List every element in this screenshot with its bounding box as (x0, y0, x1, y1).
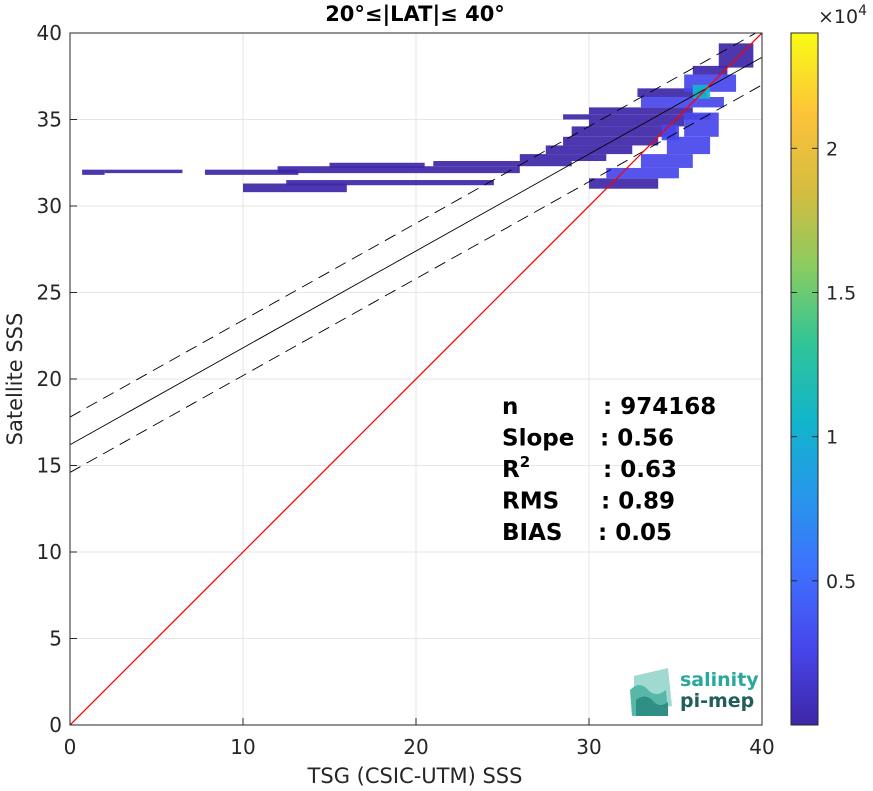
identity-line (70, 33, 762, 725)
density-cell (640, 154, 693, 168)
logo-line2: pi-mep (680, 690, 754, 712)
y-tick-label: 15 (37, 454, 62, 478)
regression-lines (70, 33, 762, 725)
colorbar-tick-label: 0.5 (826, 571, 856, 593)
colorbar-multiplier: ×104 (818, 3, 867, 28)
density-cell (684, 74, 737, 92)
density-cell (545, 145, 633, 155)
stats-box: n : 974168 Slope : 0.56 R2 : 0.63 RMS : 0.89 BIA… (502, 394, 716, 546)
colorbar-tick-label: 2 (826, 138, 838, 160)
density-cell (563, 114, 711, 120)
density-cell (82, 169, 105, 175)
stat-label: BIAS (502, 520, 562, 546)
density-cell (589, 178, 659, 189)
y-tick-label: 10 (37, 540, 62, 564)
salinity-pimep-logo: salinity pi-mep (630, 668, 759, 716)
stat-value: : 0.89 (601, 489, 675, 515)
density-cell (589, 119, 685, 127)
x-tick-label: 40 (749, 735, 774, 759)
colorbar-tick-label: 1.5 (826, 283, 856, 305)
y-tick-label: 5 (49, 627, 62, 651)
stat-value: : 974168 (603, 394, 716, 420)
x-tick-label: 0 (64, 735, 77, 759)
stat-label: Slope (502, 426, 574, 452)
density-cell (692, 65, 728, 75)
density-cell (243, 183, 347, 193)
density-cell (277, 166, 520, 174)
y-tick-label: 25 (37, 281, 62, 305)
x-tick-label: 10 (230, 735, 255, 759)
y-axis-label: Satellite SSS (3, 313, 27, 446)
colorbar (790, 32, 819, 726)
x-axis-label: TSG (CSIC-UTM) SSS (307, 764, 523, 788)
y-tick-label: 35 (37, 108, 62, 132)
axis-ticks: 0 10 20 30 40 0 5 10 15 20 25 30 35 40 (37, 21, 775, 759)
y-tick-label: 40 (37, 21, 62, 45)
density-heatmap (82, 43, 754, 193)
density-cell (519, 154, 607, 162)
x-tick-label: 30 (576, 735, 601, 759)
stat-label: RMS (502, 489, 559, 515)
stat-value: : 0.63 (603, 457, 677, 483)
y-tick-label: 0 (49, 713, 62, 737)
density-cell (563, 136, 659, 146)
colorbar-ticks: 0.5 1 1.5 2 (791, 138, 856, 593)
density-cell (329, 162, 425, 168)
density-cell (433, 161, 572, 167)
wave-logo-icon (630, 668, 672, 716)
stat-label: n (502, 394, 518, 420)
density-cell (286, 180, 494, 186)
fit-line (70, 56, 762, 446)
logo-line1: salinity (680, 669, 759, 691)
density-cell (571, 126, 676, 137)
chart-title: 20°≤|LAT|≤ 40° (325, 2, 505, 27)
y-tick-label: 20 (37, 367, 62, 391)
stat-value: : 0.05 (598, 520, 672, 546)
density-cell (589, 107, 693, 115)
colorbar-exponent: 4 (858, 3, 867, 19)
density-cell (684, 112, 719, 137)
density-cell (204, 169, 299, 175)
x-tick-label: 20 (403, 735, 428, 759)
density-cell (606, 167, 679, 179)
stat-value: : 0.56 (600, 426, 674, 452)
stat-label: R2 (502, 453, 530, 483)
colorbar-tick-label: 1 (826, 427, 838, 449)
density-cell (104, 169, 183, 174)
density-cell (637, 88, 707, 98)
density-cell (666, 136, 711, 155)
y-tick-label: 30 (37, 194, 62, 218)
